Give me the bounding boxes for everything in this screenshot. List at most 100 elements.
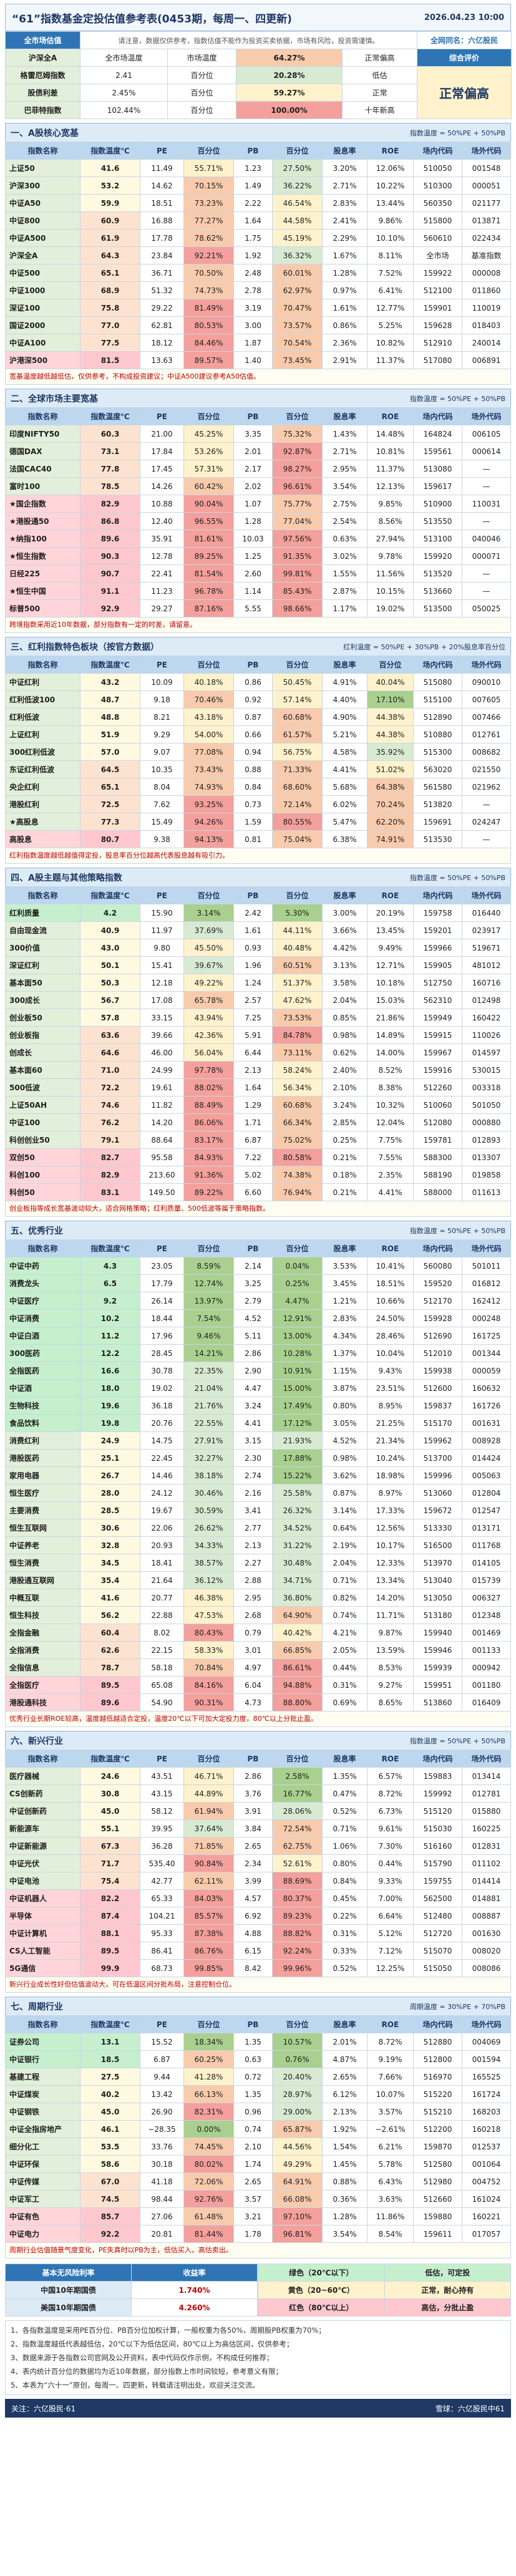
- dividend-yield: 0.85%: [322, 1009, 368, 1027]
- indicator-cell: 102.44%: [80, 101, 168, 119]
- otc-code: 021550: [462, 760, 511, 778]
- otc-code: 001631: [462, 1414, 511, 1432]
- otc-code: —: [462, 582, 511, 600]
- roe: 12.33%: [367, 1554, 414, 1572]
- dividend-yield: 0.44%: [322, 1658, 368, 1677]
- pe-percentile: 32.27%: [183, 1449, 234, 1467]
- pe-percentile: 38.57%: [183, 1554, 234, 1572]
- pb: 3.19: [233, 299, 273, 317]
- dividend-yield: 0.31%: [322, 1924, 368, 1942]
- roe: 8.72%: [367, 1784, 414, 1803]
- pe-percentile: 82.31%: [183, 2103, 234, 2121]
- index-row: ★高股息 77.3 15.49 94.26% 1.59 80.55% 5.47% 62.20%…: [5, 813, 511, 831]
- pb: 1.23: [233, 159, 273, 177]
- pe-percentile: 99.85%: [183, 1959, 234, 1977]
- dividend-yield: 6.12%: [322, 2085, 368, 2103]
- roe: 11.71%: [367, 1606, 414, 1624]
- column-header: ROE: [367, 1239, 414, 1257]
- otc-code: 005063: [462, 1466, 511, 1484]
- roe: 6.64%: [367, 1907, 414, 1925]
- roe: 8.11%: [367, 246, 414, 264]
- temperature: 32.8: [80, 1536, 140, 1554]
- pe-percentile: 18.34%: [183, 2033, 234, 2051]
- dividend-yield: 1.61%: [322, 299, 368, 317]
- index-name: 标普500: [5, 599, 80, 617]
- otc-code: —: [462, 460, 511, 478]
- indicator-cell: 百分位: [167, 66, 236, 84]
- pe-percentile: 61.94%: [183, 1802, 234, 1820]
- dividend-yield: 2.13%: [322, 2103, 368, 2121]
- pe: 14.75: [140, 1431, 184, 1450]
- dividend-yield: 4.91%: [322, 673, 368, 691]
- pb-percentile: 36.22%: [272, 177, 323, 195]
- dividend-yield: 0.97%: [322, 281, 368, 299]
- exchange-code: 512170: [413, 1292, 462, 1310]
- dividend-yield: 0.88%: [322, 2172, 368, 2191]
- dividend-yield: 3.54%: [322, 477, 368, 495]
- column-header: 指数温度℃: [80, 1750, 140, 1768]
- temperature: 77.0: [80, 316, 140, 334]
- index-name: 红利低波: [5, 708, 80, 726]
- pe-percentile: 12.74%: [183, 1274, 234, 1292]
- otc-code: 165525: [462, 2068, 511, 2086]
- pe-percentile: 61.48%: [183, 2207, 234, 2225]
- section-note: 周期行业估值随景气度变化，PE失真时以PB为主，低估买入，高估卖出。: [5, 2243, 511, 2259]
- index-name: 法国CAC40: [5, 460, 80, 478]
- dividend-yield: 0.47%: [322, 1784, 368, 1803]
- pe-percentile: 74.93%: [183, 778, 234, 796]
- otc-code: 011613: [462, 1183, 511, 1201]
- temperature: 46.1: [80, 2120, 140, 2138]
- index-row: 500低波 72.2 19.61 88.02% 1.64 56.34% 2.10% 8.38%…: [5, 1078, 511, 1097]
- temperature: 91.1: [80, 582, 140, 600]
- pe: 10.88: [140, 495, 184, 513]
- index-row: 证券公司 13.1 15.52 18.34% 1.35 10.57% 2.01% 8.72% 5…: [5, 2033, 511, 2051]
- pb: 1.35: [233, 2033, 273, 2051]
- dividend-yield: 1.45%: [322, 2155, 368, 2173]
- roe: 8.65%: [367, 1693, 414, 1712]
- pb: 4.88: [233, 1924, 273, 1942]
- pe-percentile: 70.46%: [183, 690, 234, 709]
- otc-code: 240014: [462, 334, 511, 352]
- pb-percentile: 88.80%: [272, 1693, 323, 1712]
- indicator-cell: 全市场温度: [80, 49, 168, 67]
- roe: 62.20%: [367, 813, 414, 831]
- index-row: 中证养老 32.8 20.93 34.33% 2.13 31.22% 2.19% 10.17%…: [5, 1536, 511, 1554]
- exchange-code: 513550: [413, 512, 462, 530]
- pb: 0.66: [233, 725, 273, 743]
- dividend-yield: 3.05%: [322, 1414, 368, 1432]
- pe: 15.90: [140, 904, 184, 922]
- pb-percentile: 73.53%: [272, 1009, 323, 1027]
- exchange-code: 159962: [413, 1431, 462, 1450]
- exchange-code: 561580: [413, 778, 462, 796]
- otc-code: 110019: [462, 299, 511, 317]
- column-header: ROE: [367, 2015, 414, 2033]
- pe: 14.46: [140, 1466, 184, 1484]
- pb: 4.73: [233, 1693, 273, 1712]
- temperature: 18.5: [80, 2050, 140, 2068]
- pb-percentile: 66.85%: [272, 1641, 323, 1659]
- index-row: 5G通信 99.9 68.73 99.85% 8.42 99.96% 0.52% 12.25%…: [5, 1959, 511, 1977]
- index-name: 中证100: [5, 1113, 80, 1131]
- pb: 0.63: [233, 2050, 273, 2068]
- pe: 6.87: [140, 2050, 184, 2068]
- pe-percentile: 94.26%: [183, 813, 234, 831]
- pb-percentile: 66.34%: [272, 1113, 323, 1131]
- pb-percentile: 70.54%: [272, 334, 323, 352]
- index-row: 全指金融 60.4 8.02 80.43% 0.79 40.42% 4.21% 9.87% 15…: [5, 1624, 511, 1642]
- otc-code: 012498: [462, 991, 511, 1009]
- otc-code: —: [462, 830, 511, 848]
- roe: 17.10%: [367, 690, 414, 709]
- column-header: 指数温度℃: [80, 886, 140, 904]
- exchange-code: 513530: [413, 830, 462, 848]
- otc-code: 160632: [462, 1379, 511, 1397]
- pb-percentile: 75.04%: [272, 830, 323, 848]
- temperature: 10.2: [80, 1309, 140, 1327]
- index-name: 医疗器械: [5, 1767, 80, 1785]
- index-name: 日经225: [5, 564, 80, 583]
- pe: 33.76: [140, 2138, 184, 2156]
- temperature: 28.0: [80, 1484, 140, 1502]
- pe: 9.38: [140, 830, 184, 848]
- market-row: 巴菲特指数 102.44% 百分位 100.00% 十年新高: [5, 101, 512, 119]
- index-name: 双创50: [5, 1148, 80, 1166]
- pe: 535.40: [140, 1854, 184, 1872]
